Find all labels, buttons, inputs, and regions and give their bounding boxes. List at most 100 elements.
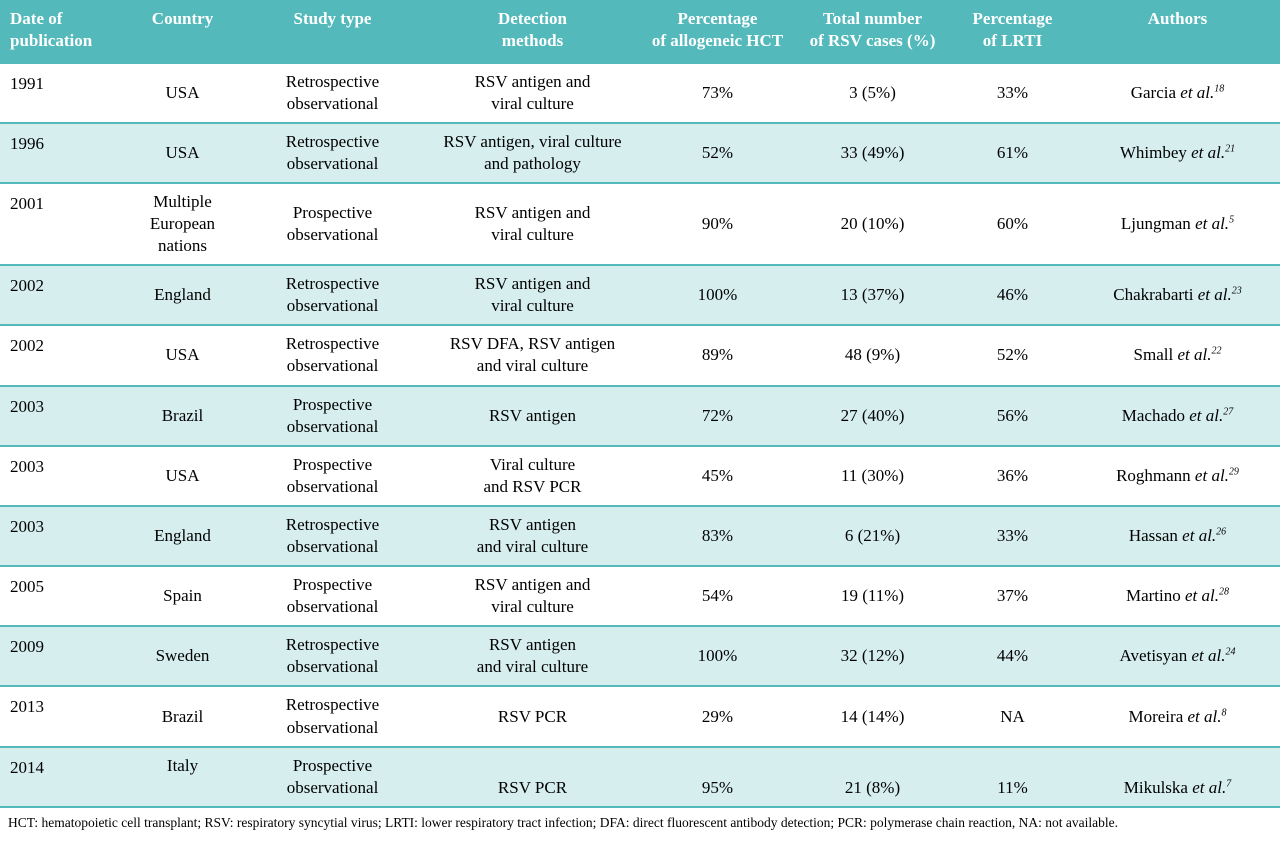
author-name: Garcia: [1130, 82, 1181, 102]
reference-number: 24: [1225, 646, 1236, 658]
cell-total-rsv-cases: 11 (30%): [840, 465, 905, 485]
column-header: Date of publication: [0, 0, 125, 63]
etal-label: et al.: [1180, 82, 1215, 102]
cell-country: Brazil: [161, 405, 204, 425]
cell-pct-allogeneic-hct: 90%: [701, 213, 734, 233]
cell-total-rsv-cases: 27 (40%): [840, 405, 905, 425]
cell-country: Multiple European nations: [149, 191, 216, 256]
table-row: 1996 USA Retrospective observational RSV an…: [0, 122, 1280, 183]
cell-study-type: Prospective observational: [286, 454, 379, 496]
cell-date: 2002: [10, 276, 44, 296]
column-header: Country: [125, 0, 240, 63]
cell-date: 2009: [10, 637, 44, 657]
cell-pct-lrti: 33%: [996, 525, 1029, 545]
etal-label: et al.: [1197, 285, 1232, 305]
cell-detection-methods: RSV antigen and viral culture: [474, 274, 591, 316]
cell-pct-lrti: NA: [1000, 706, 1025, 726]
cell-authors: Avetisyan et al.24: [1075, 626, 1280, 686]
cell-pct-lrti: 61%: [996, 142, 1029, 162]
cell-detection-methods: RSV antigen and viral culture: [476, 514, 589, 556]
table-header-row: Date of publication Country Study type Dete…: [0, 0, 1280, 63]
cell-pct-allogeneic-hct: 73%: [701, 82, 734, 102]
author-name: Mikulska: [1123, 777, 1193, 797]
cell-country: Spain: [163, 586, 202, 606]
cell-study-type: Retrospective observational: [285, 334, 380, 376]
table-row: 2014 Italy Prospective observational RSV PC…: [0, 746, 1280, 807]
cell-pct-lrti: 11%: [997, 777, 1028, 797]
cell-total-rsv-cases: 20 (10%): [840, 213, 905, 233]
cell-country: Brazil: [161, 706, 204, 726]
author-name: Ljungman: [1120, 213, 1196, 233]
cell-study-type: Retrospective observational: [285, 695, 380, 737]
column-header: Percentage of LRTI: [950, 0, 1075, 63]
cell-total-rsv-cases: 3 (5%): [849, 82, 896, 102]
cell-study-type: Retrospective observational: [285, 274, 380, 316]
cell-total-rsv-cases: 21 (8%): [844, 777, 901, 797]
table-row: 2002 England Retrospective observational RS…: [0, 265, 1280, 326]
table-row: 2003 England Retrospective observational RS…: [0, 505, 1280, 567]
cell-country: England: [154, 525, 211, 545]
cell-detection-methods: RSV PCR: [497, 777, 568, 797]
cell-detection-methods: Viral culture and RSV PCR: [483, 454, 582, 496]
table-row: 2005 Spain Prospective observational RSV an…: [0, 566, 1280, 627]
etal-label: et al.: [1182, 525, 1217, 545]
cell-total-rsv-cases: 33 (49%): [840, 142, 905, 162]
reference-number: 8: [1221, 706, 1227, 718]
cell-pct-lrti: 60%: [996, 213, 1029, 233]
table-row: 2003 Brazil Prospective observational RSV a…: [0, 385, 1280, 446]
cell-study-type: Prospective observational: [286, 394, 379, 436]
cell-total-rsv-cases: 6 (21%): [844, 525, 901, 545]
cell-authors: Whimbey et al.21: [1075, 123, 1280, 183]
rsv-studies-table: Date of publication Country Study type Dete…: [0, 0, 1280, 807]
author-name: Whimbey: [1119, 142, 1192, 162]
cell-authors: Martino et al.28: [1075, 566, 1280, 626]
author-name: Roghmann: [1116, 465, 1195, 485]
cell-date: 2013: [10, 697, 44, 717]
cell-date: 2014: [10, 757, 44, 777]
etal-label: et al.: [1194, 465, 1229, 485]
cell-authors: Moreira et al.8: [1075, 686, 1280, 746]
cell-country: USA: [165, 465, 200, 485]
cell-pct-allogeneic-hct: 100%: [697, 285, 738, 305]
etal-label: et al.: [1177, 345, 1212, 365]
cell-pct-lrti: 37%: [996, 586, 1029, 606]
cell-total-rsv-cases: 32 (12%): [840, 646, 905, 666]
column-header: Authors: [1075, 0, 1280, 63]
etal-label: et al.: [1189, 405, 1224, 425]
cell-pct-lrti: 56%: [996, 405, 1029, 425]
cell-authors: Machado et al.27: [1075, 386, 1280, 446]
cell-pct-allogeneic-hct: 72%: [701, 405, 734, 425]
etal-label: et al.: [1195, 213, 1230, 233]
cell-authors: Small et al.22: [1075, 325, 1280, 385]
cell-detection-methods: RSV antigen and viral culture: [474, 202, 591, 245]
cell-country: Sweden: [155, 646, 210, 666]
etal-label: et al.: [1185, 586, 1220, 606]
reference-number: 18: [1214, 82, 1225, 94]
cell-date: 1996: [10, 133, 44, 153]
cell-pct-allogeneic-hct: 100%: [697, 646, 738, 666]
cell-pct-allogeneic-hct: 89%: [701, 345, 734, 365]
cell-country: Italy: [166, 755, 199, 775]
cell-detection-methods: RSV antigen and viral culture: [474, 71, 591, 113]
cell-detection-methods: RSV antigen and viral culture: [474, 575, 591, 617]
table-row: 2013 Brazil Retrospective observational RSV…: [0, 686, 1280, 747]
cell-detection-methods: RSV PCR: [497, 706, 568, 726]
table-row: 2001 Multiple European nations Prospective…: [0, 182, 1280, 266]
cell-study-type: Prospective observational: [286, 575, 379, 617]
cell-date: 2001: [10, 193, 44, 213]
cell-study-type: Prospective observational: [286, 202, 379, 245]
cell-authors: Mikulska et al.7: [1075, 747, 1280, 807]
cell-date: 2003: [10, 516, 44, 536]
cell-date: 2003: [10, 396, 44, 416]
cell-pct-allogeneic-hct: 95%: [701, 777, 734, 797]
table-row: 2003 USA Prospective observational Viral cu…: [0, 445, 1280, 506]
cell-date: 1991: [10, 73, 44, 93]
author-name: Chakrabarti: [1113, 285, 1198, 305]
table-row: 1991 USA Retrospective observational RSV an…: [0, 62, 1280, 123]
reference-number: 7: [1226, 778, 1232, 790]
cell-authors: Garcia et al.18: [1075, 63, 1280, 123]
reference-number: 5: [1229, 214, 1235, 226]
cell-total-rsv-cases: 48 (9%): [844, 345, 901, 365]
cell-pct-lrti: 33%: [996, 82, 1029, 102]
cell-date: 2002: [10, 336, 44, 356]
